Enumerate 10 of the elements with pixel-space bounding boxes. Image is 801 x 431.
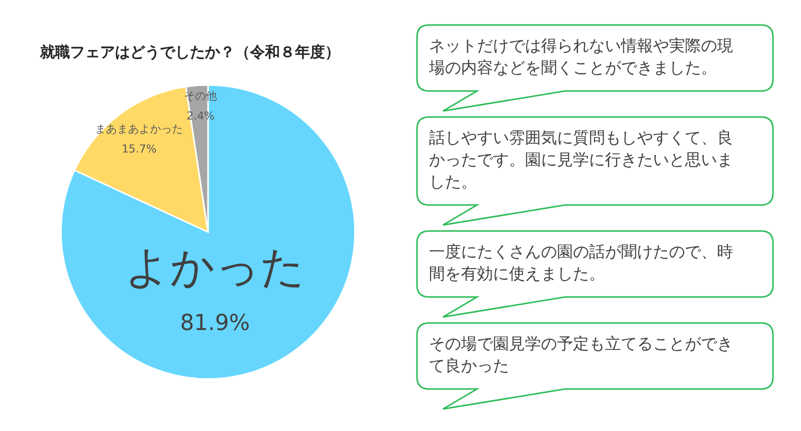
text: 一度にたくさんの園の話が聞けたので、時間を有効に使えました。 — [429, 242, 733, 283]
data-label: 15.7% — [122, 142, 157, 156]
text: ネットだけでは得られない情報や実際の現場の内容などを聞くことができました。 — [428, 36, 733, 77]
text: その場で園見学の予定も立てることができて良かった — [429, 334, 733, 375]
chart-title: 就職フェアはどうでしたか？（令和８年度） — [39, 43, 340, 61]
pie-slice — [60, 84, 356, 380]
data-label: 81.9% — [180, 311, 250, 336]
slice-label: まあまあよかった — [95, 122, 184, 136]
text: 話しやすい雰囲気に質問もしやすくて、良かったです。園に見学に行きたいと思いました。 — [429, 128, 733, 191]
slice-label: よかった — [125, 242, 305, 293]
